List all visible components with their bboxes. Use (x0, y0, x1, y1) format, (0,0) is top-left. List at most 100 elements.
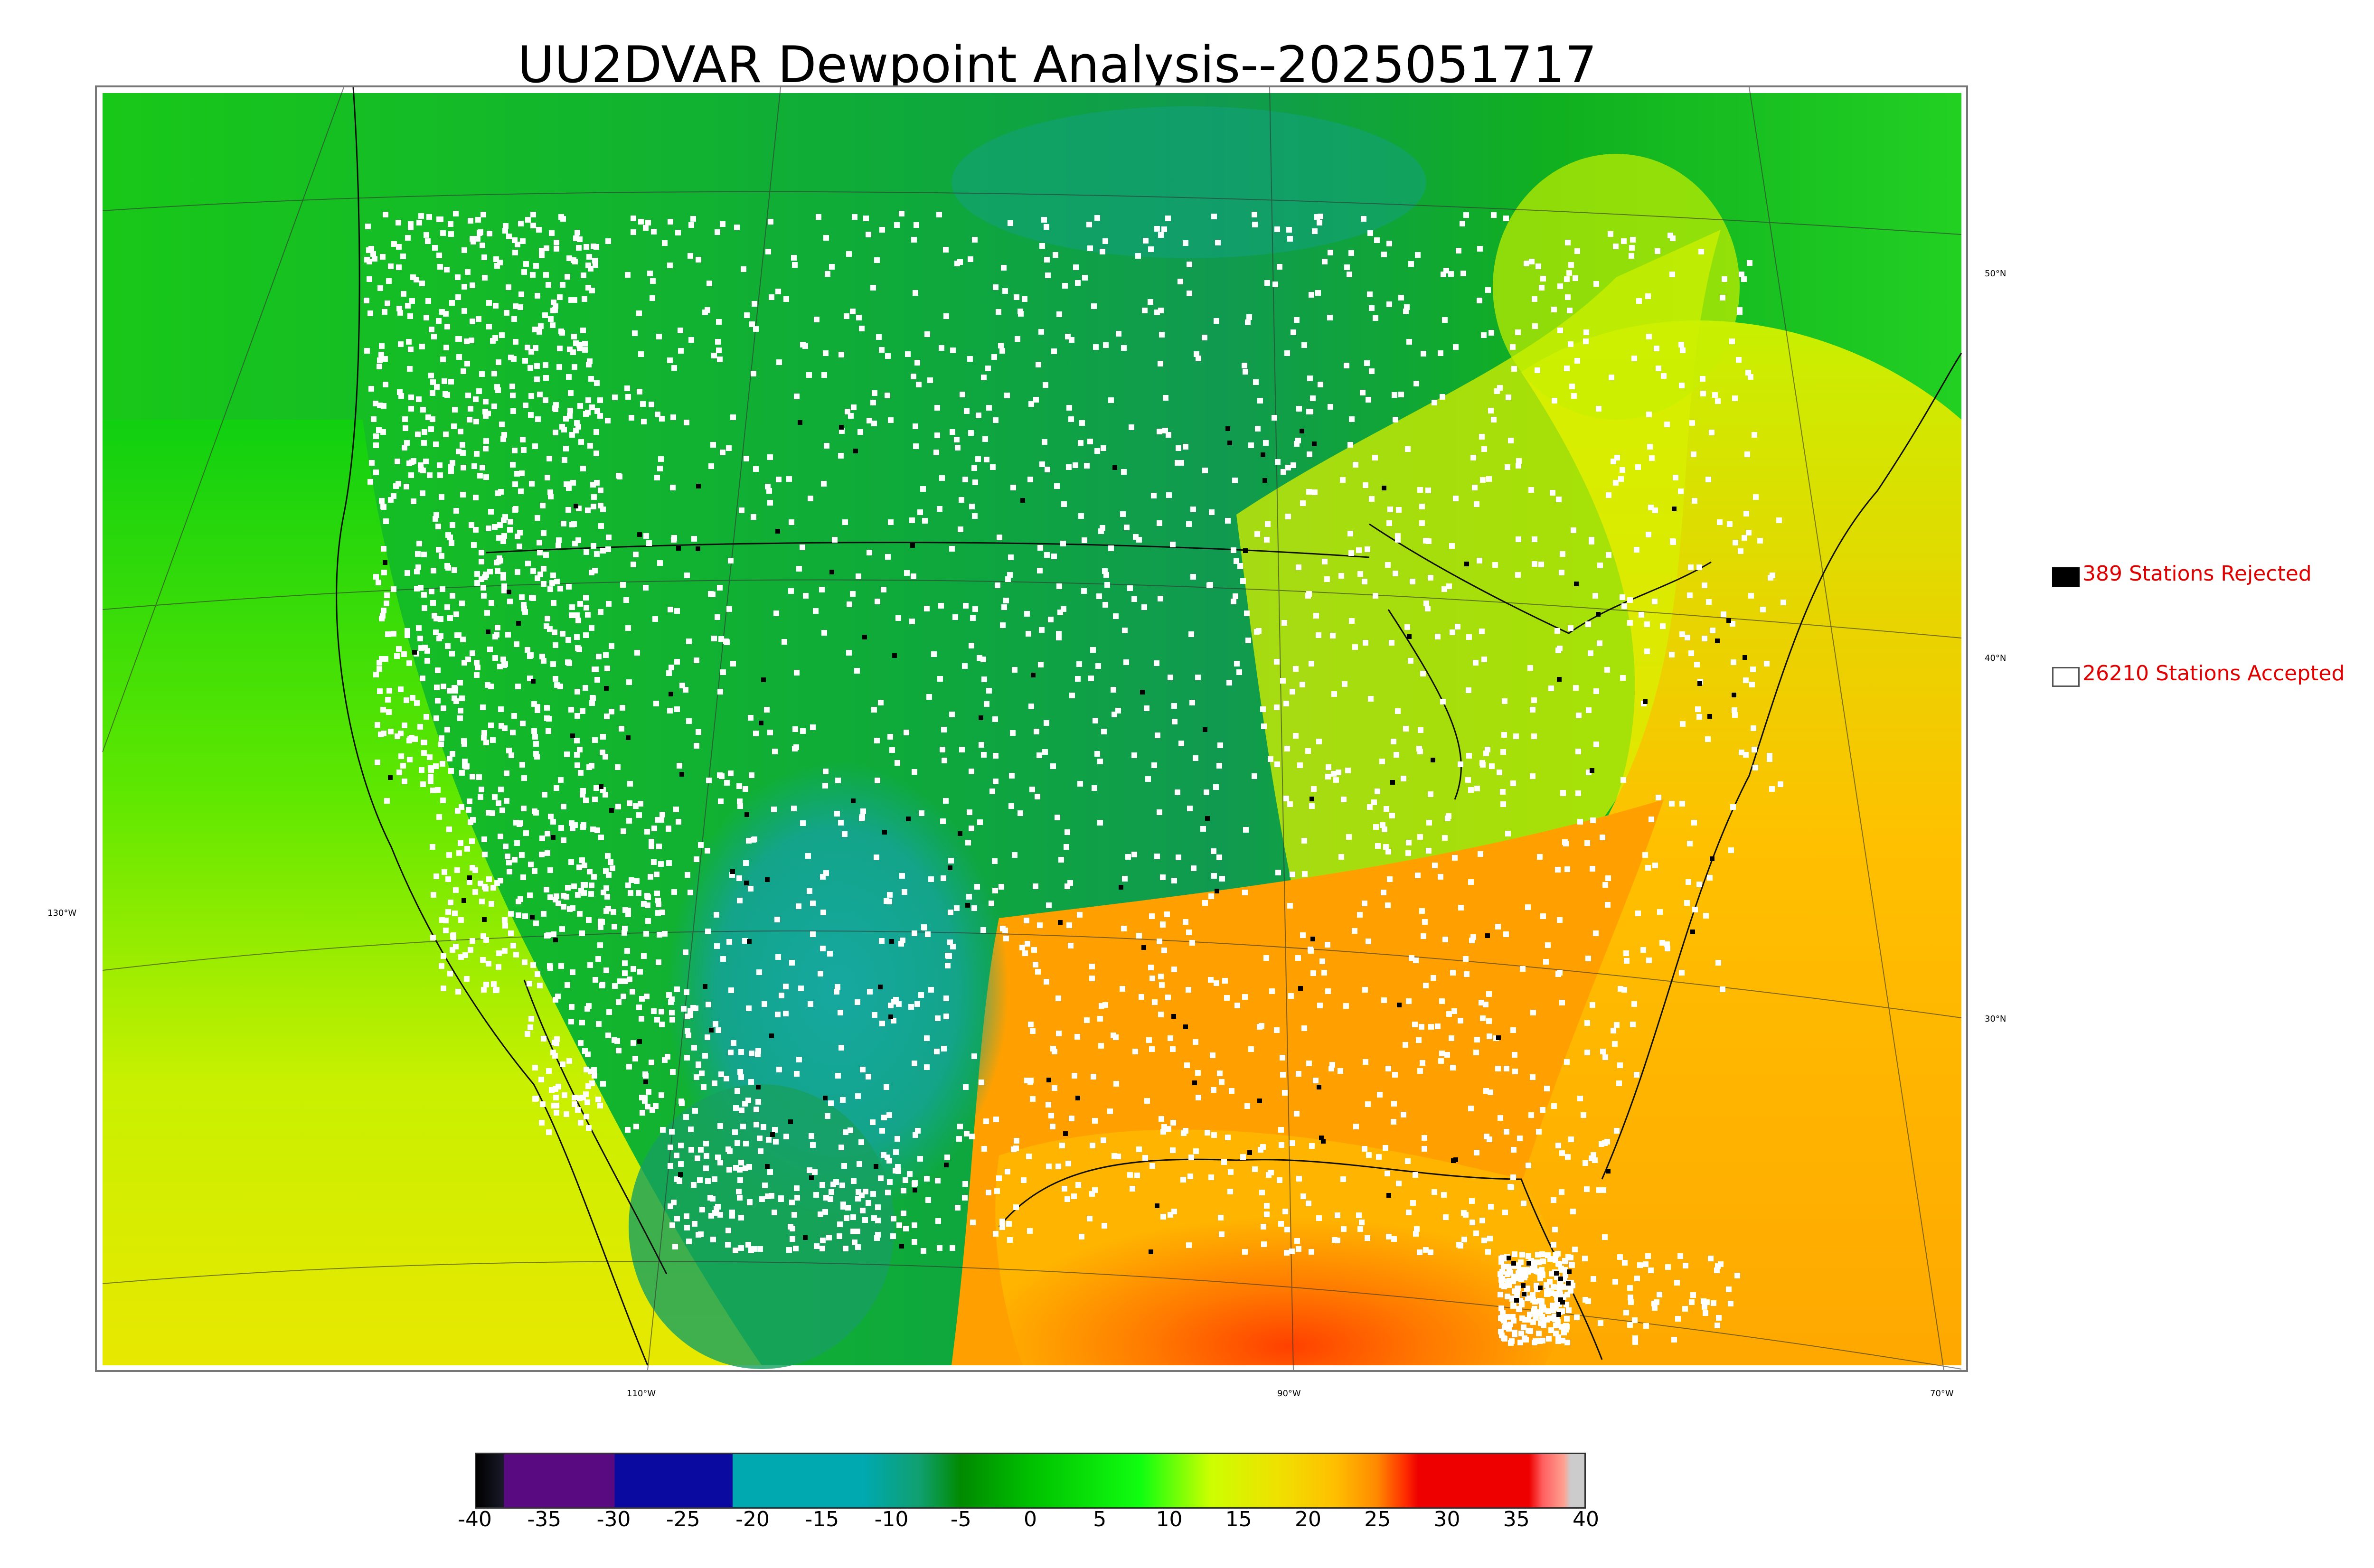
accepted-station-marker (478, 794, 483, 800)
accepted-station-marker (1154, 660, 1159, 666)
accepted-station-marker (820, 1246, 825, 1251)
accepted-station-marker (1012, 852, 1017, 858)
accepted-station-marker (1466, 634, 1472, 640)
accepted-station-marker (544, 623, 549, 629)
accepted-station-marker (934, 1049, 940, 1054)
accepted-station-marker (554, 682, 560, 688)
accepted-station-marker (1286, 227, 1292, 233)
accepted-station-marker (1098, 1043, 1104, 1049)
accepted-station-marker (1044, 224, 1049, 230)
accepted-station-marker (666, 670, 672, 676)
accepted-station-marker (566, 1058, 572, 1064)
accepted-station-marker (1621, 987, 1627, 993)
accepted-station-marker (396, 481, 401, 487)
accepted-station-marker (480, 704, 486, 710)
accepted-station-marker (971, 905, 977, 911)
accepted-station-marker (725, 1242, 731, 1248)
accepted-station-marker (1657, 1292, 1662, 1297)
accepted-station-marker (634, 878, 640, 884)
accepted-station-marker (985, 366, 991, 371)
accepted-station-marker (388, 729, 394, 734)
accepted-station-marker (1455, 624, 1460, 629)
accepted-station-marker (1598, 1320, 1603, 1326)
accepted-station-marker (590, 695, 596, 701)
accepted-station-marker (570, 969, 575, 975)
accepted-station-marker (1300, 682, 1305, 687)
map-panel[interactable] (95, 85, 1968, 1372)
accepted-station-marker (1553, 1331, 1559, 1336)
accepted-station-marker (996, 1175, 1002, 1181)
accepted-station-marker (1228, 1169, 1234, 1175)
accepted-station-marker (1039, 461, 1045, 467)
accepted-station-marker (881, 587, 886, 592)
accepted-station-marker (1515, 1288, 1520, 1294)
accepted-station-marker (1645, 293, 1651, 299)
accepted-station-marker (488, 684, 494, 689)
accepted-station-marker (598, 919, 603, 924)
accepted-station-marker (519, 470, 525, 476)
accepted-station-marker (1478, 851, 1483, 857)
rejected-station-marker (678, 1172, 683, 1177)
accepted-station-marker (440, 586, 445, 592)
accepted-station-marker (1356, 547, 1362, 553)
accepted-station-marker (1488, 330, 1494, 336)
accepted-station-marker (926, 694, 932, 700)
accepted-station-marker (1648, 1268, 1654, 1273)
accepted-station-marker (1488, 1089, 1493, 1095)
accepted-station-marker (1416, 1037, 1422, 1043)
accepted-station-marker (574, 634, 580, 640)
accepted-station-marker (1474, 501, 1479, 507)
accepted-station-marker (429, 327, 434, 332)
accepted-station-marker (1145, 776, 1151, 782)
accepted-station-marker (1689, 1299, 1695, 1305)
accepted-station-marker (506, 860, 512, 865)
accepted-station-marker (1727, 521, 1733, 527)
accepted-station-marker (1263, 955, 1269, 961)
accepted-station-marker (857, 1161, 862, 1167)
accepted-station-marker (1749, 682, 1755, 687)
accepted-station-marker (534, 754, 540, 760)
accepted-station-marker (645, 894, 651, 900)
accepted-station-marker (579, 857, 585, 863)
accepted-station-marker (478, 229, 483, 235)
accepted-station-marker (1499, 1315, 1505, 1321)
accepted-station-marker (401, 291, 406, 297)
accepted-station-marker (605, 853, 611, 859)
accepted-station-marker (1051, 348, 1057, 354)
accepted-station-marker (444, 604, 450, 610)
accepted-station-marker (1289, 1249, 1295, 1254)
accepted-station-marker (575, 713, 580, 719)
rejected-station-marker (892, 653, 897, 658)
accepted-station-marker (487, 647, 493, 652)
accepted-station-marker (567, 408, 573, 413)
accepted-station-marker (441, 684, 446, 689)
accepted-station-marker (483, 399, 489, 404)
accepted-station-marker (1170, 1046, 1176, 1052)
accepted-station-marker (548, 494, 554, 499)
accepted-station-marker (437, 472, 443, 478)
accepted-station-marker (1253, 379, 1259, 385)
accepted-station-marker (886, 1112, 892, 1118)
accepted-station-marker (450, 460, 455, 466)
accepted-station-marker (1024, 918, 1029, 923)
accepted-station-marker (1720, 986, 1725, 992)
accepted-station-marker (1115, 1154, 1121, 1159)
eastern-humid-band (1236, 230, 1721, 1037)
accepted-station-marker (541, 530, 546, 536)
accepted-station-marker (481, 593, 487, 599)
accepted-station-marker (1488, 408, 1494, 413)
accepted-station-marker (1159, 982, 1165, 988)
colorbar-tick-label: -30 (596, 1507, 631, 1531)
accepted-station-marker (434, 384, 440, 390)
accepted-station-marker (1175, 460, 1180, 466)
accepted-station-marker (790, 1226, 795, 1231)
rejected-station-marker (1526, 1261, 1531, 1266)
dewpoint-map[interactable] (97, 87, 1966, 1370)
accepted-station-marker (385, 697, 391, 703)
accepted-station-marker (793, 1246, 799, 1251)
accepted-station-marker (1196, 356, 1201, 361)
accepted-station-marker (1422, 1146, 1427, 1152)
accepted-station-marker (669, 1129, 675, 1135)
accepted-station-marker (1565, 1154, 1571, 1160)
accepted-station-marker (1678, 342, 1684, 347)
